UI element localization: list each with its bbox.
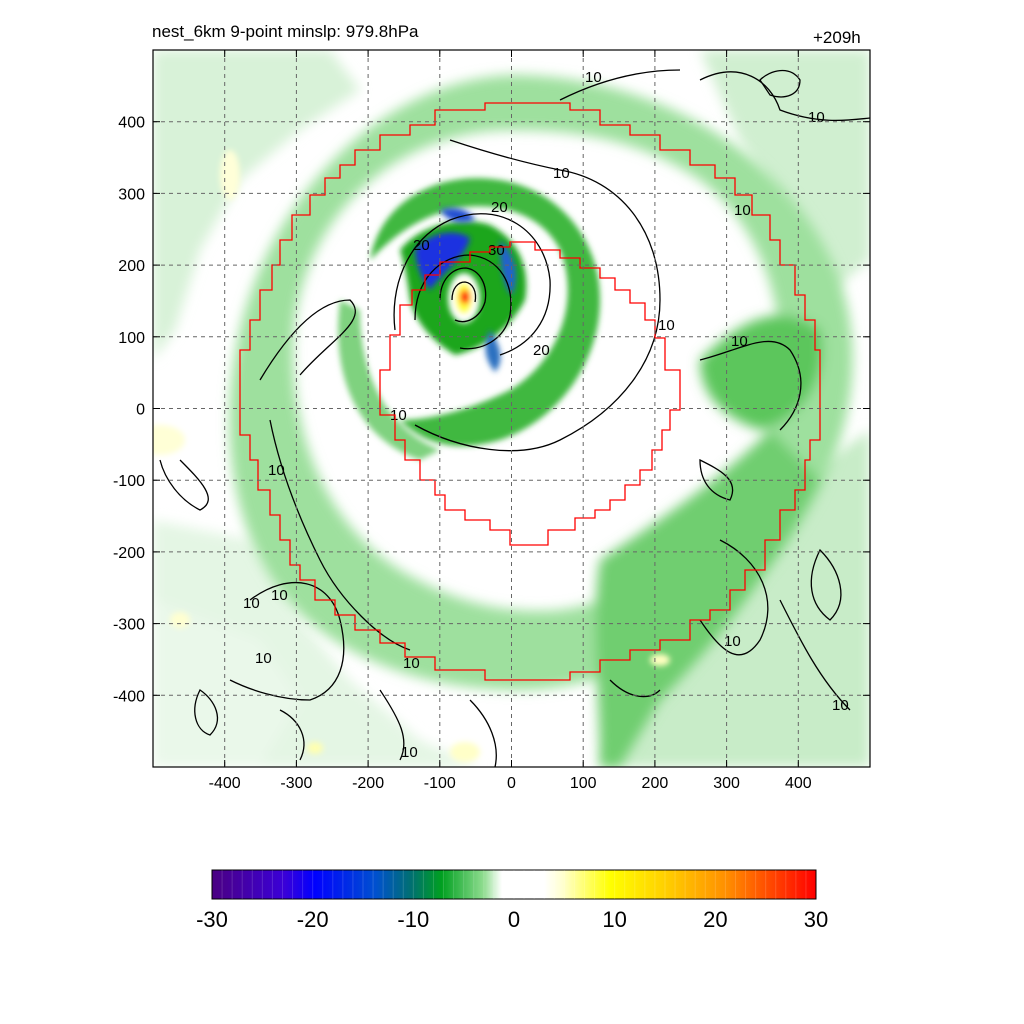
colorbar-bins	[221, 870, 807, 899]
x-tick-label: -400	[209, 775, 241, 792]
contour-label: 10	[808, 109, 825, 126]
contour-label: 10	[255, 650, 272, 667]
contour-label-group: 10 10 10 10 10 10 10 10 10 10 10 10 10 1…	[243, 69, 849, 761]
y-tick-label: -300	[113, 617, 145, 634]
inner-nest-boundary	[379, 241, 681, 546]
x-tick-label: -200	[352, 775, 384, 792]
contour-label: 10	[243, 595, 260, 612]
y-tick-label: 400	[118, 115, 145, 132]
y-tick-label: 100	[118, 330, 145, 347]
x-axis: -400 -300 -200 -100 0 100 200 300 400	[209, 50, 812, 792]
contour-label: 30	[488, 242, 505, 259]
contour-label: 10	[268, 462, 285, 479]
colorbar-ticks: -30 -20 -10 0 10 20 30	[196, 907, 828, 932]
colorbar-tick-label: 10	[602, 907, 626, 932]
colorbar-tick-label: -20	[297, 907, 329, 932]
x-tick-label: 400	[785, 775, 812, 792]
colorbar-tick-label: 20	[703, 907, 727, 932]
heatmap-field: 10 10 10 10 10 10 10 10 10 10 10 10 10 1…	[153, 50, 870, 767]
contour-label: 10	[403, 655, 420, 672]
colorbar-tick-label: 0	[508, 907, 520, 932]
contour-label: 20	[491, 199, 508, 216]
contour-label: 10	[658, 317, 675, 334]
contour-label: 10	[832, 697, 849, 714]
y-tick-label: 0	[136, 402, 145, 419]
contour-label: 10	[731, 333, 748, 350]
colorbar-gradient	[211, 869, 817, 900]
contour-label: 10	[271, 587, 288, 604]
contour-label: 20	[413, 237, 430, 254]
x-tick-label: 0	[507, 775, 516, 792]
y-axis: 400 300 200 100 0 -100 -200 -300 -400	[113, 115, 870, 705]
colorbar-tick-label: -30	[196, 907, 228, 932]
y-tick-label: -400	[113, 688, 145, 705]
contour-label: 20	[533, 342, 550, 359]
field-outer-ring	[229, 75, 853, 767]
y-tick-label: -200	[113, 545, 145, 562]
contour-label: 10	[734, 202, 751, 219]
forecast-time-label: +209h	[813, 28, 861, 47]
contour-label: 10	[585, 69, 602, 86]
colorbar: -30 -20 -10 0 10 20 30	[196, 869, 828, 932]
contour-label: 10	[390, 407, 407, 424]
x-tick-label: -300	[280, 775, 312, 792]
y-tick-label: 300	[118, 186, 145, 203]
contour-label: 10	[553, 165, 570, 182]
outer-nest-boundary	[239, 102, 821, 681]
contour-label: 10	[724, 633, 741, 650]
x-tick-label: 200	[642, 775, 669, 792]
y-tick-label: -100	[113, 473, 145, 490]
y-tick-label: 200	[118, 258, 145, 275]
chart-title: nest_6km 9-point minslp: 979.8hPa	[152, 22, 419, 41]
colorbar-tick-label: -10	[397, 907, 429, 932]
colorbar-tick-label: 30	[804, 907, 828, 932]
contour-label: 10	[401, 744, 418, 761]
contour-lines	[159, 69, 870, 767]
x-tick-label: 300	[713, 775, 740, 792]
x-tick-label: -100	[424, 775, 456, 792]
x-tick-label: 100	[570, 775, 597, 792]
